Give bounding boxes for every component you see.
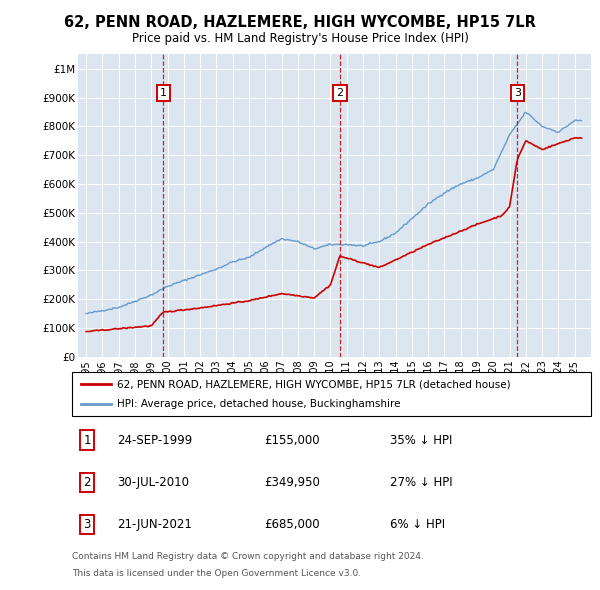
Text: Price paid vs. HM Land Registry's House Price Index (HPI): Price paid vs. HM Land Registry's House … <box>131 32 469 45</box>
Text: 2: 2 <box>337 88 343 98</box>
Text: 30-JUL-2010: 30-JUL-2010 <box>117 476 189 489</box>
Text: 1: 1 <box>160 88 167 98</box>
Text: 27% ↓ HPI: 27% ↓ HPI <box>390 476 452 489</box>
Text: £349,950: £349,950 <box>264 476 320 489</box>
Text: 62, PENN ROAD, HAZLEMERE, HIGH WYCOMBE, HP15 7LR: 62, PENN ROAD, HAZLEMERE, HIGH WYCOMBE, … <box>64 15 536 30</box>
Text: Contains HM Land Registry data © Crown copyright and database right 2024.: Contains HM Land Registry data © Crown c… <box>72 552 424 560</box>
Text: 3: 3 <box>514 88 521 98</box>
Text: 62, PENN ROAD, HAZLEMERE, HIGH WYCOMBE, HP15 7LR (detached house): 62, PENN ROAD, HAZLEMERE, HIGH WYCOMBE, … <box>117 379 511 389</box>
Text: £155,000: £155,000 <box>264 434 320 447</box>
Text: £685,000: £685,000 <box>264 518 320 531</box>
Text: 3: 3 <box>83 518 91 531</box>
Text: HPI: Average price, detached house, Buckinghamshire: HPI: Average price, detached house, Buck… <box>117 399 401 408</box>
Text: 24-SEP-1999: 24-SEP-1999 <box>117 434 192 447</box>
Text: 6% ↓ HPI: 6% ↓ HPI <box>390 518 445 531</box>
Text: 35% ↓ HPI: 35% ↓ HPI <box>390 434 452 447</box>
Text: 1: 1 <box>83 434 91 447</box>
Text: 21-JUN-2021: 21-JUN-2021 <box>117 518 192 531</box>
Text: 2: 2 <box>83 476 91 489</box>
Text: This data is licensed under the Open Government Licence v3.0.: This data is licensed under the Open Gov… <box>72 569 361 578</box>
